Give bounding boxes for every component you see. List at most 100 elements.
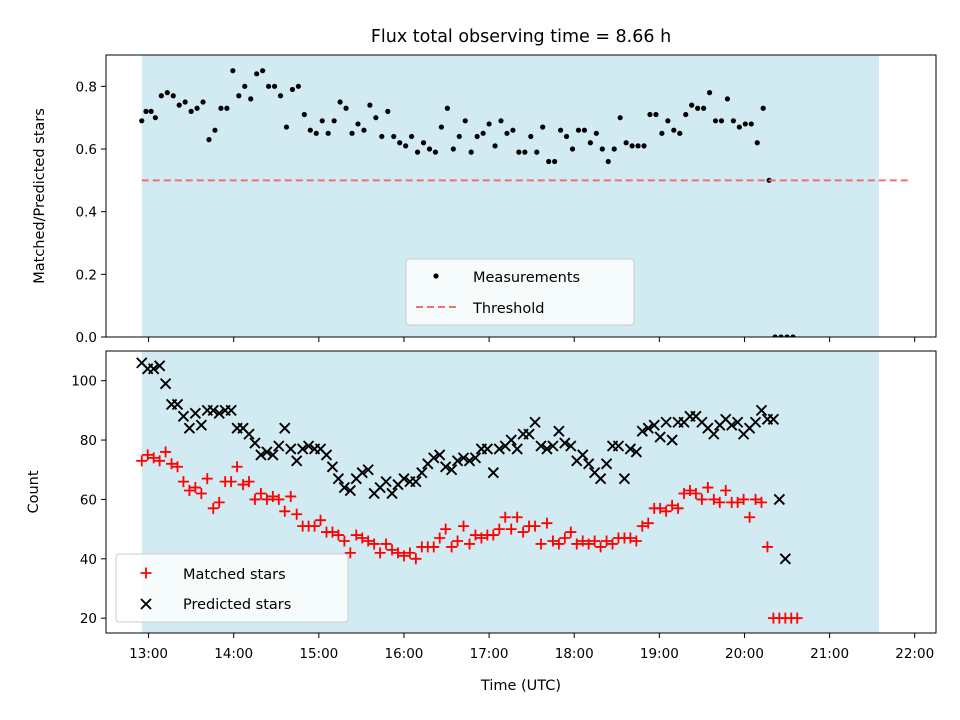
measurement-point xyxy=(492,143,498,149)
y-axis-label: Matched/Predicted stars xyxy=(32,108,48,284)
measurement-point xyxy=(313,130,319,136)
predicted-star-point xyxy=(666,434,678,446)
x-tick-label: 14:00 xyxy=(214,646,253,662)
legend-label-predicted: Predicted stars xyxy=(183,597,291,613)
matched-star-point xyxy=(154,455,166,467)
measurement-point xyxy=(772,334,778,337)
predicted-star-point xyxy=(618,472,631,485)
measurement-point xyxy=(277,93,284,99)
matched-star-point xyxy=(511,511,523,523)
matched-star-point xyxy=(791,612,803,624)
y-tick-label: 0.8 xyxy=(76,79,97,95)
measurement-point xyxy=(139,118,145,124)
predicted-star-point xyxy=(749,416,762,428)
matched-star-point xyxy=(332,529,344,541)
x-tick-label: 22:00 xyxy=(895,646,934,662)
predicted-star-point xyxy=(332,472,345,485)
matched-star-point xyxy=(738,493,750,505)
legend-box xyxy=(115,553,349,623)
measurement-point xyxy=(355,121,361,127)
matched-star-point xyxy=(547,535,559,547)
measurement-point xyxy=(474,133,480,140)
matched-star-point xyxy=(237,479,249,491)
predicted-star-point xyxy=(255,449,267,461)
legend-label-measurements: Measurements xyxy=(473,270,580,286)
predicted-star-point xyxy=(207,404,219,417)
measurement-point xyxy=(617,115,623,121)
measurement-point xyxy=(557,127,564,133)
matched-star-point xyxy=(231,461,243,473)
measurement-point xyxy=(295,83,301,89)
measurement-point xyxy=(170,93,176,99)
matched-star-point xyxy=(654,502,666,514)
measurement-point xyxy=(260,68,266,74)
predicted-star-point xyxy=(344,484,356,497)
measurement-point xyxy=(480,130,486,136)
matched-star-point xyxy=(630,535,642,547)
measurement-point xyxy=(701,105,707,111)
measurement-point xyxy=(593,130,599,136)
predicted-star-point xyxy=(267,449,279,461)
predicted-star-point xyxy=(487,467,500,479)
measurement-point xyxy=(653,111,659,118)
measurement-point xyxy=(385,108,391,114)
measurement-point xyxy=(188,108,194,114)
measurement-point xyxy=(426,146,433,152)
plot-area xyxy=(136,357,803,624)
predicted-star-point xyxy=(439,461,452,473)
matched-star-point xyxy=(243,476,255,488)
measurement-point xyxy=(289,86,296,93)
x-tick-label: 20:00 xyxy=(725,646,764,662)
measurement-point xyxy=(552,158,558,165)
matched-star-point xyxy=(499,511,511,523)
predicted-star-point xyxy=(279,422,291,434)
matched-star-point xyxy=(732,496,744,508)
x-tick-label: 18:00 xyxy=(555,646,594,662)
predicted-star-point xyxy=(660,416,672,428)
measurement-point xyxy=(742,121,748,127)
matched-star-point xyxy=(535,538,547,550)
matched-star-point xyxy=(350,529,362,541)
matched-star-point xyxy=(505,523,517,535)
predicted-star-point xyxy=(273,440,285,452)
measurement-point xyxy=(718,118,725,124)
matched-star-point xyxy=(493,523,505,535)
predicted-star-point xyxy=(541,443,553,455)
measurement-point xyxy=(581,127,588,133)
matched-star-point xyxy=(309,520,321,532)
measurement-point xyxy=(438,124,445,130)
measurement-point xyxy=(516,149,522,155)
measurement-point xyxy=(712,118,719,124)
predicted-star-point xyxy=(296,443,309,455)
measurement-point xyxy=(206,137,212,143)
matched-star-point xyxy=(428,541,440,553)
matched-star-point xyxy=(142,449,154,461)
measurement-point xyxy=(528,133,534,140)
matched-star-point xyxy=(475,532,487,544)
measurement-point xyxy=(784,334,790,337)
matched-star-point xyxy=(607,538,619,550)
matched-star-point xyxy=(672,502,684,514)
predicted-star-point xyxy=(148,363,160,375)
predicted-star-point xyxy=(612,440,625,452)
matched-star-point xyxy=(601,535,613,547)
predicted-star-point xyxy=(428,452,440,464)
measurement-point xyxy=(671,127,677,133)
y-tick-label: 80 xyxy=(80,433,97,449)
measurement-point xyxy=(724,96,731,102)
measurement-point xyxy=(706,90,713,96)
measurement-point xyxy=(730,118,736,124)
figure-title: Flux total observing time = 8.66 h xyxy=(371,27,671,47)
predicted-star-point xyxy=(445,464,458,476)
predicted-star-point xyxy=(398,472,410,485)
predicted-star-point xyxy=(451,455,464,467)
measurement-point xyxy=(748,121,754,127)
predicted-star-point xyxy=(529,416,541,428)
measurement-point xyxy=(158,93,164,99)
legend-marker-measurements xyxy=(433,273,439,279)
predicted-star-point xyxy=(553,425,565,437)
matched-star-point xyxy=(160,446,172,458)
matched-star-point xyxy=(201,473,213,485)
matched-star-point xyxy=(678,487,690,499)
predicted-star-point xyxy=(177,410,190,422)
